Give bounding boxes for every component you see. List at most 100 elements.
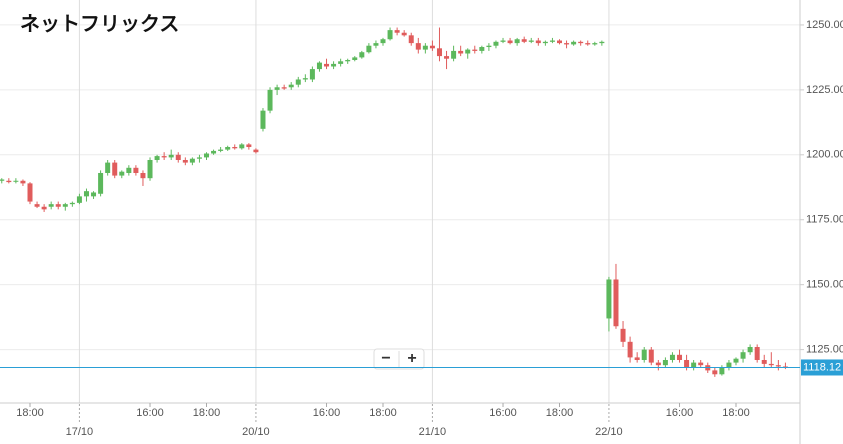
candle-body <box>521 39 527 42</box>
candle-body <box>161 156 167 158</box>
candle-body <box>401 32 407 36</box>
candles <box>0 27 788 377</box>
candle-body <box>684 360 690 368</box>
candle-body <box>436 48 442 57</box>
y-tick-label: 1125.00 <box>806 344 843 356</box>
candle-body <box>119 171 125 176</box>
x-tick-label: 18:00 <box>16 407 44 419</box>
candle-body <box>62 204 68 207</box>
candle-body <box>359 52 365 58</box>
candle-body <box>154 156 160 160</box>
last-price-label: 1118.12 <box>803 361 841 373</box>
candle-body <box>578 41 584 44</box>
candle-body <box>571 41 577 45</box>
candle-body <box>669 354 675 360</box>
candle-body <box>719 367 725 375</box>
candle-body <box>281 87 287 89</box>
candle-body <box>726 362 732 368</box>
candle-body <box>267 89 273 111</box>
candle-body <box>309 69 315 80</box>
candle-body <box>712 370 718 375</box>
candle-body <box>27 183 33 202</box>
candle-body <box>295 79 301 85</box>
zoom-control: − + <box>373 348 425 370</box>
candle-body <box>48 204 54 207</box>
candle-body <box>41 206 47 210</box>
candle-body <box>225 147 231 150</box>
candle-body <box>98 172 104 194</box>
candle-body <box>465 49 471 54</box>
candle-body <box>76 196 82 203</box>
candle-body <box>288 84 294 88</box>
candle-body <box>698 362 704 366</box>
candle-body <box>486 45 492 48</box>
candle-body <box>55 204 61 207</box>
y-tick-label: 1250.00 <box>806 19 843 31</box>
chart-title: ネットフリックス <box>20 12 179 35</box>
candle-body <box>20 180 26 184</box>
candle-body <box>740 352 746 359</box>
x-date-label: 22/10 <box>595 426 623 438</box>
x-tick-label: 18:00 <box>369 407 397 419</box>
grid <box>0 0 800 403</box>
candle-body <box>775 365 781 367</box>
candle-body <box>754 347 760 360</box>
candle-body <box>168 154 174 158</box>
candle-body <box>585 43 591 45</box>
candle-body <box>13 180 19 182</box>
candle-body <box>133 167 139 173</box>
last-price-tag <box>801 359 843 376</box>
candle-body <box>761 360 767 364</box>
candle-body <box>69 202 75 205</box>
candle-body <box>768 363 774 366</box>
candle-body <box>500 40 506 42</box>
candle-body <box>542 41 548 44</box>
candle-body <box>182 160 188 163</box>
candle-body <box>422 45 428 50</box>
candle-body <box>366 45 372 53</box>
candle-body <box>302 78 308 80</box>
zoom-in-button[interactable]: + <box>407 350 416 367</box>
candle-body <box>415 43 421 50</box>
candle-body <box>655 362 661 366</box>
candle-body <box>387 30 393 40</box>
candle-body <box>260 110 266 129</box>
candle-body <box>352 57 358 60</box>
y-tick-label: 1175.00 <box>806 214 843 226</box>
candle-body <box>535 40 541 44</box>
candle-body <box>316 62 322 70</box>
candle-body <box>246 144 252 148</box>
candle-body <box>627 341 633 358</box>
candle-body <box>429 45 435 49</box>
candle-body <box>204 153 209 158</box>
candle-body <box>189 158 195 163</box>
candle-body <box>218 149 224 151</box>
candle-body <box>733 358 739 363</box>
candle-body <box>175 154 181 160</box>
candle-body <box>747 347 753 353</box>
candle-body <box>408 35 414 44</box>
candle-body <box>112 162 118 176</box>
candle-body <box>472 49 478 51</box>
candle-body <box>373 43 379 46</box>
candle-body <box>211 150 217 154</box>
candle-body <box>338 61 344 64</box>
candle-body <box>105 162 111 173</box>
candle-body <box>549 40 555 42</box>
candle-body <box>599 41 605 44</box>
candle-body <box>274 87 280 90</box>
candle-body <box>444 56 450 59</box>
candle-body <box>394 30 400 33</box>
candle-body <box>641 349 647 360</box>
candle-body <box>451 50 457 59</box>
candle-body <box>662 360 668 366</box>
x-tick-label: 18:00 <box>546 407 574 419</box>
candle-body <box>634 357 640 360</box>
candle-body <box>345 60 351 62</box>
candle-body <box>528 40 534 42</box>
x-date-label: 20/10 <box>242 426 270 438</box>
zoom-out-button[interactable]: − <box>381 350 390 367</box>
candle-body <box>691 362 697 368</box>
